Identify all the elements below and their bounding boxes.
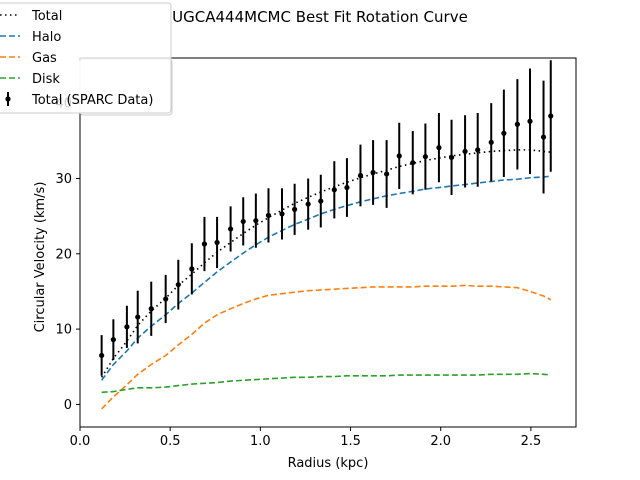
x-axis-title: Radius (kpc)	[288, 456, 369, 471]
plot-area	[99, 60, 554, 410]
series-line-disk	[101, 372, 551, 394]
y-axis-title: Circular Velocity (km/s)	[33, 182, 48, 333]
data-point	[253, 218, 259, 224]
legend-label: Total	[31, 9, 62, 24]
data-point	[163, 296, 169, 302]
legend-swatch	[5, 96, 11, 102]
data-point	[110, 337, 116, 343]
data-point	[422, 154, 428, 160]
y-tick-label: 10	[55, 323, 72, 338]
data-point	[514, 121, 520, 127]
x-tick-label: 0.0	[70, 434, 91, 449]
data-point	[527, 118, 533, 124]
y-tick-label: 30	[55, 172, 72, 187]
legend-label: Total (SPARC Data)	[31, 93, 153, 108]
data-point	[148, 306, 154, 312]
data-point	[318, 198, 324, 204]
data-point	[410, 160, 416, 166]
legend-label: Disk	[32, 72, 60, 87]
data-point	[548, 113, 554, 119]
axes: 0.00.51.01.52.02.5010203040	[55, 57, 577, 449]
legend-label: Halo	[32, 30, 61, 45]
data-point	[135, 314, 141, 320]
legend: Total Halo Gas Disk Total (SPARC Data)	[0, 2, 173, 116]
series-line-total	[100, 149, 551, 378]
data-point	[99, 352, 105, 359]
data-point	[240, 218, 246, 225]
x-tick-label: 1.0	[250, 434, 271, 449]
data-point	[344, 184, 350, 191]
data-point	[384, 171, 390, 177]
data-point	[436, 145, 442, 151]
x-tick-label: 2.0	[430, 434, 451, 449]
series-line-halo	[100, 175, 551, 381]
data-point	[488, 139, 494, 145]
data-point	[175, 282, 181, 288]
data-point	[265, 212, 272, 218]
data-point	[214, 239, 220, 246]
data-point	[124, 324, 130, 330]
data-point	[448, 154, 455, 161]
data-point	[475, 147, 481, 153]
x-tick-label: 1.5	[340, 434, 361, 449]
y-tick-label: 20	[55, 247, 72, 262]
legend-label: Gas	[32, 51, 57, 66]
data-point	[462, 148, 468, 154]
data-point	[357, 172, 364, 179]
y-tick-label: 0	[64, 398, 72, 413]
data-point	[540, 134, 547, 140]
data-point	[201, 241, 208, 247]
data-point	[279, 211, 285, 217]
data-point	[228, 226, 234, 232]
series-line-gas	[101, 284, 552, 410]
axes-frame	[79, 57, 577, 428]
data-point	[501, 130, 507, 136]
chart-title: UGCA444MCMC Best Fit Rotation Curve	[172, 8, 468, 26]
data-point	[189, 266, 195, 272]
data-point	[292, 206, 298, 212]
data-point	[331, 187, 337, 193]
data-point	[305, 201, 311, 207]
x-tick-label: 2.5	[521, 434, 542, 449]
data-point	[396, 153, 402, 159]
x-tick-label: 0.5	[160, 434, 181, 449]
legend-box	[0, 2, 172, 114]
data-point	[370, 169, 376, 176]
